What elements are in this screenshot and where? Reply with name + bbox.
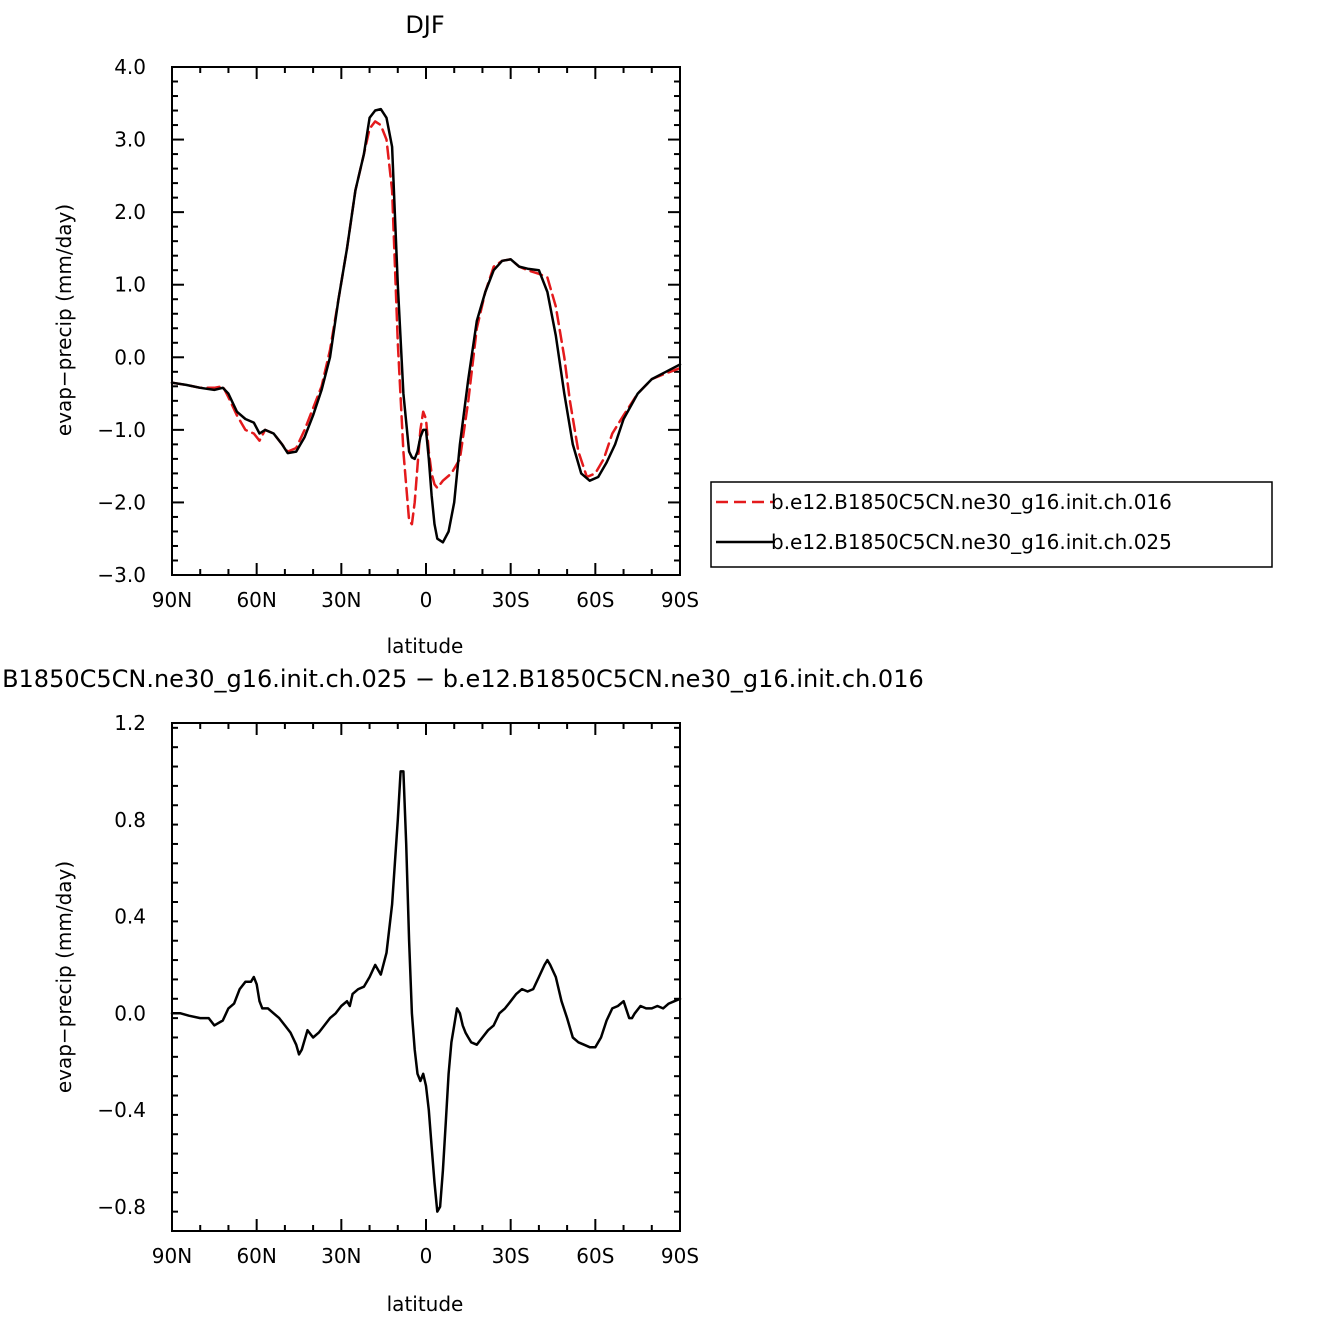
top-chart-y-axis-label: evap−precip (mm/day) [52, 204, 76, 436]
bottom-x-tick-label: 0 [420, 1244, 433, 1268]
bottom-y-tick-label: 0.8 [114, 808, 146, 832]
top-chart-title: DJF [405, 11, 444, 39]
top-series-line-0 [170, 120, 682, 526]
bottom-y-tick-label: 1.2 [114, 711, 146, 735]
bottom-y-tick-label: −0.8 [97, 1195, 146, 1219]
top-y-tick-label: 0.0 [114, 345, 146, 369]
legend-label-ch025: b.e12.B1850C5CN.ne30_g16.init.ch.025 [771, 530, 1172, 554]
top-series-line-1 [170, 107, 682, 544]
top-y-tick-label: −1.0 [97, 418, 146, 442]
top-y-tick-label: −3.0 [97, 563, 146, 587]
bottom-chart-panel: b.e12.B1850C5CN.ne30_g16.init.ch.025 − b… [0, 665, 924, 1316]
bottom-y-tick-label: 0.0 [114, 1001, 146, 1025]
legend-box [710, 481, 1273, 568]
top-x-tick-label: 60S [576, 588, 614, 612]
top-y-tick-label: 4.0 [114, 55, 146, 79]
bottom-chart-series [170, 770, 682, 1213]
bottom-x-tick-label: 30S [492, 1244, 530, 1268]
bottom-x-tick-label: 60S [576, 1244, 614, 1268]
bottom-x-tick-label: 90S [661, 1244, 699, 1268]
bottom-y-tick-label: 0.4 [114, 905, 146, 929]
top-chart-plot-frame [171, 66, 681, 576]
bottom-chart-x-axis-label: latitude [387, 1292, 464, 1316]
bottom-x-tick-label: 60N [236, 1244, 276, 1268]
top-x-tick-label: 30N [321, 588, 361, 612]
top-x-tick-label: 60N [236, 588, 276, 612]
top-x-tick-label: 30S [492, 588, 530, 612]
top-chart-ticks: 90N 60N 30N 0 30S 60S 90S −3.0 −2.0 −1.0 0.0 1.0 2.0… [97, 55, 699, 612]
bottom-chart-y-axis-label: evap−precip (mm/day) [52, 861, 76, 1093]
bottom-series-line-0 [170, 770, 682, 1213]
top-chart-x-axis-label: latitude [387, 634, 464, 658]
top-chart-series [170, 107, 682, 544]
top-y-tick-label: −2.0 [97, 490, 146, 514]
top-y-tick-label: 1.0 [114, 273, 146, 297]
top-y-tick-label: 3.0 [114, 128, 146, 152]
bottom-chart-ticks: 90N 60N 30N 0 30S 60S 90S −0.8 −0.4 0.0 0.4 0.8 1.2 [97, 711, 699, 1268]
top-x-tick-label: 90N [152, 588, 192, 612]
top-chart-panel: DJF evap−precip (mm/day) latitude 90N 60N… [52, 11, 699, 658]
bottom-chart-title: b.e12.B1850C5CN.ne30_g16.init.ch.025 − b… [0, 665, 924, 693]
legend-label-ch016: b.e12.B1850C5CN.ne30_g16.init.ch.016 [771, 490, 1172, 514]
bottom-chart-plot-frame [171, 722, 681, 1232]
top-y-tick-label: 2.0 [114, 200, 146, 224]
top-x-tick-label: 90S [661, 588, 699, 612]
bottom-y-tick-label: −0.4 [97, 1098, 146, 1122]
top-x-tick-label: 0 [420, 588, 433, 612]
bottom-x-tick-label: 90N [152, 1244, 192, 1268]
bottom-x-tick-label: 30N [321, 1244, 361, 1268]
legend: b.e12.B1850C5CN.ne30_g16.init.ch.016 b.e… [710, 481, 1273, 568]
